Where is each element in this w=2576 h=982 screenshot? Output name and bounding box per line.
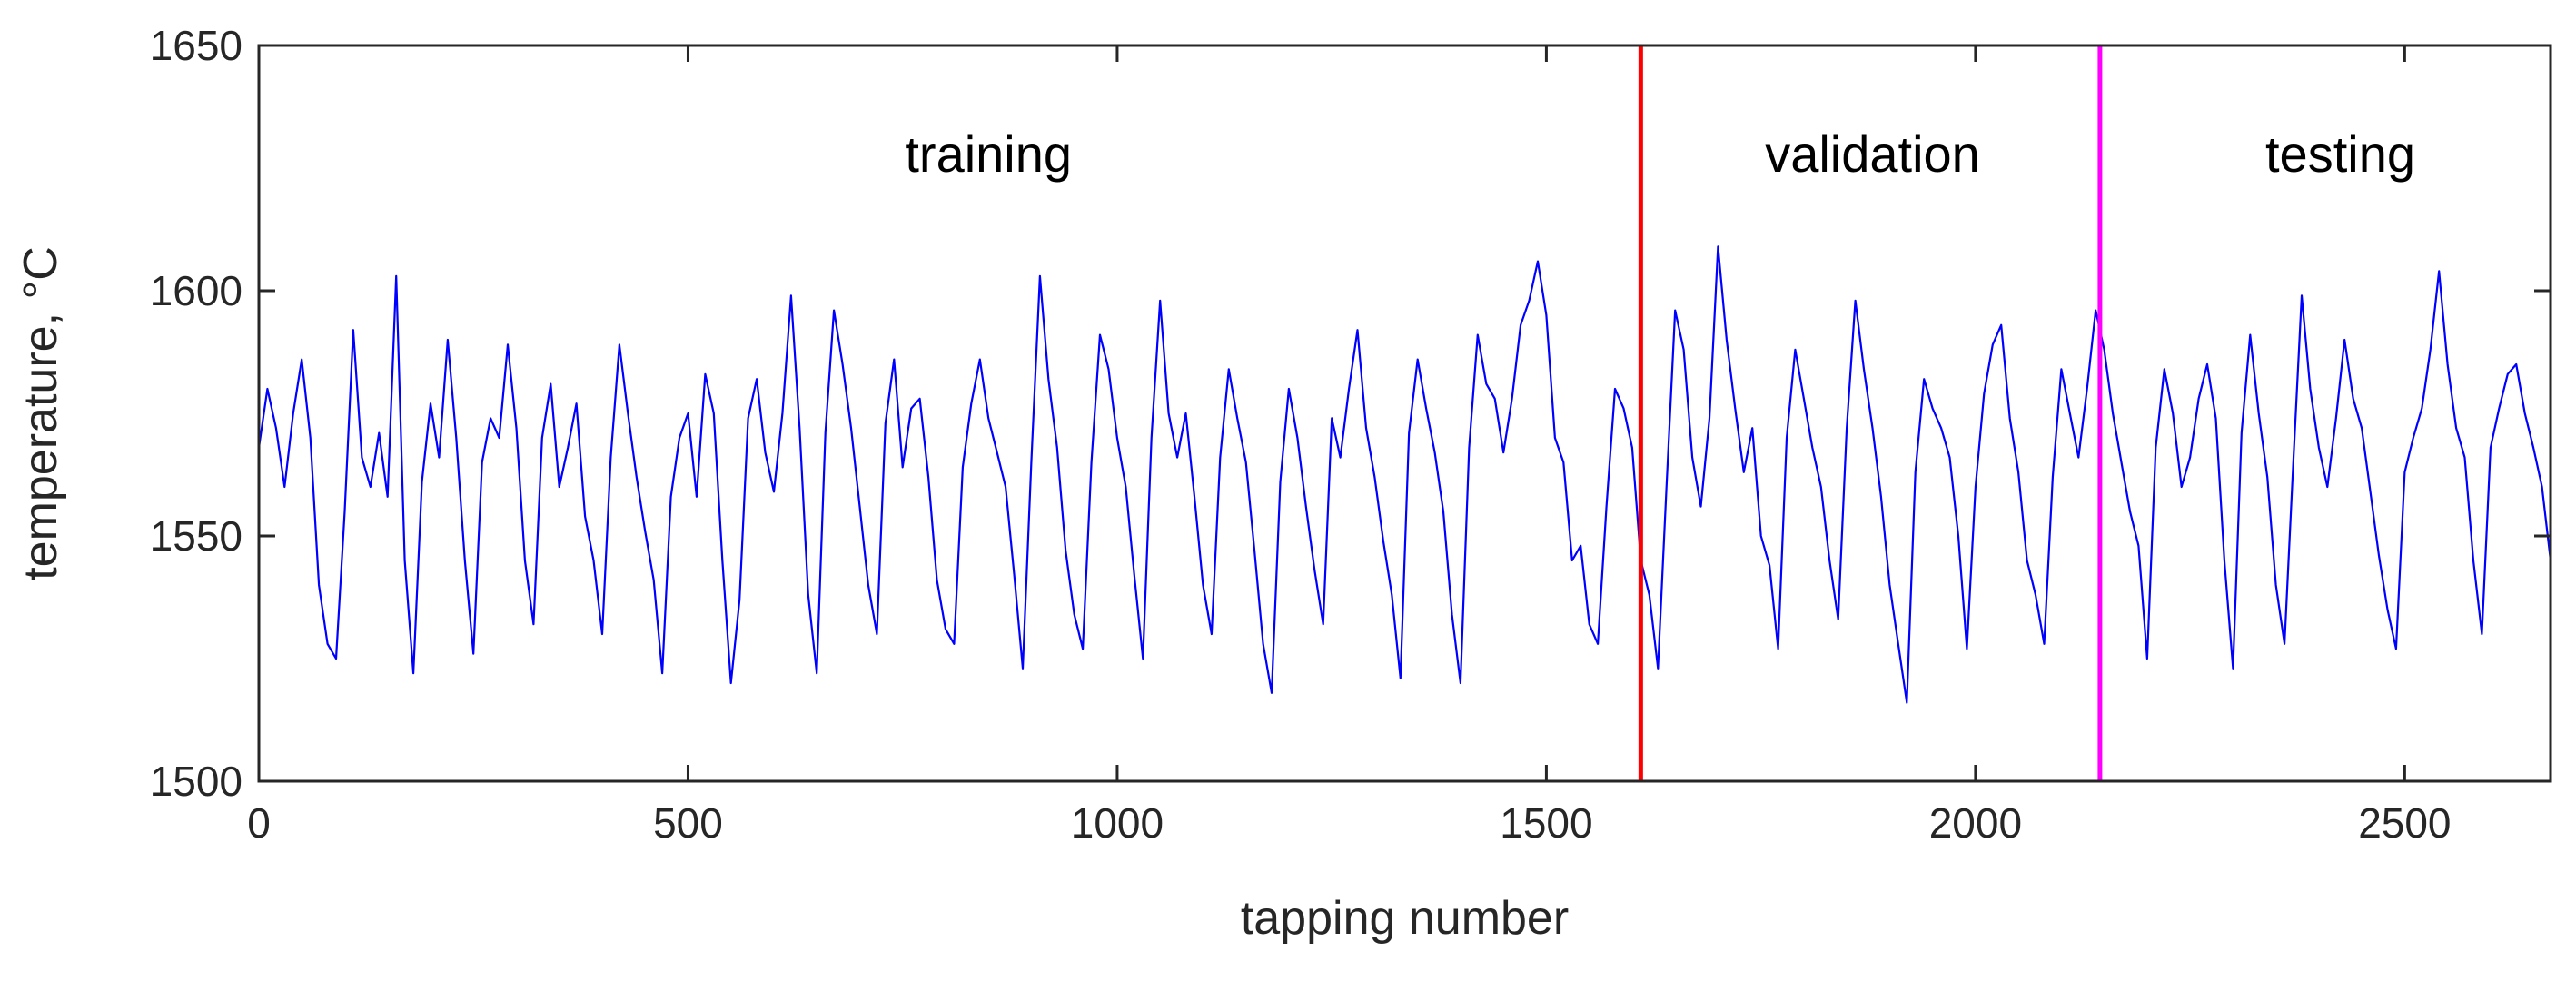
split-lines	[1638, 45, 2103, 781]
region-labels: training validation testing	[905, 125, 2415, 183]
y-tick-label: 1500	[150, 758, 243, 805]
y-tick-label: 1650	[150, 22, 243, 69]
x-axis-label: tapping number	[1241, 892, 1569, 945]
x-tick-label: 0	[247, 799, 271, 847]
y-tick-label: 1550	[150, 512, 243, 560]
x-tick-label: 2000	[1929, 799, 2022, 847]
region-label-validation: validation	[1765, 125, 1980, 183]
x-tick-label: 500	[653, 799, 723, 847]
y-axis-label: temperature, °C	[15, 246, 67, 580]
x-tick-label: 2500	[2358, 799, 2451, 847]
series-layer	[259, 245, 2551, 704]
temperature-series-line	[259, 245, 2551, 704]
region-label-testing: testing	[2265, 125, 2415, 183]
axis-ticks: 0 500 1000 1500 2000 2500 1500 1550 1600 1650	[150, 22, 2551, 847]
y-tick-label: 1600	[150, 267, 243, 314]
x-tick-label: 1500	[1500, 799, 1592, 847]
axes-box	[257, 44, 2552, 783]
region-label-training: training	[905, 125, 1072, 183]
plot-area	[259, 45, 2551, 781]
x-tick-label: 1000	[1071, 799, 1164, 847]
